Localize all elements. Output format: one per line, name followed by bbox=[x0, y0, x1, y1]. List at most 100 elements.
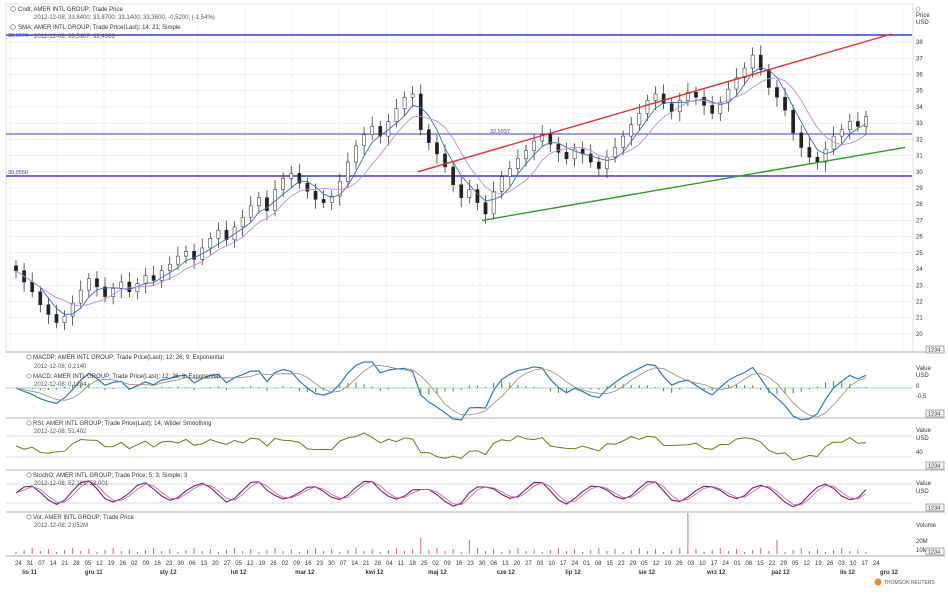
candle bbox=[46, 297, 51, 325]
legend-toggle-icon[interactable] bbox=[10, 6, 16, 12]
panel-button[interactable]: 1234 bbox=[925, 461, 945, 470]
date-tick: 16 bbox=[456, 561, 463, 567]
date-tick: 12 bbox=[96, 561, 103, 567]
panel-button[interactable]: 1234 bbox=[925, 503, 945, 512]
candle-body bbox=[402, 96, 407, 109]
candle-body bbox=[184, 250, 188, 257]
candle-body bbox=[864, 116, 868, 127]
rsi-axis-unit: USD bbox=[916, 436, 929, 442]
candle-body bbox=[418, 93, 423, 130]
date-tick: 13 bbox=[502, 561, 509, 567]
date-tick: 12 bbox=[803, 561, 810, 567]
moving-average-line bbox=[15, 67, 867, 315]
candle-body bbox=[645, 100, 650, 114]
hline-label-mid: 32,5937 bbox=[490, 129, 510, 135]
panel-button[interactable]: 1234 bbox=[925, 547, 945, 556]
month-label: maj 12 bbox=[428, 570, 447, 576]
candle-body bbox=[637, 113, 642, 126]
price-axis-unit: USD bbox=[916, 20, 929, 26]
candle-body bbox=[176, 255, 180, 265]
date-tick: 27 bbox=[224, 561, 231, 567]
candle-body bbox=[807, 147, 812, 158]
volume-tick: 20M bbox=[916, 539, 928, 545]
date-tick: 09 bbox=[293, 561, 300, 567]
date-tick: 07 bbox=[38, 561, 45, 567]
month-label: kwi 12 bbox=[365, 570, 384, 576]
axis-settings-icon[interactable] bbox=[915, 6, 921, 12]
month-label: mar 12 bbox=[295, 570, 315, 576]
candle-body bbox=[572, 148, 577, 160]
candle bbox=[111, 282, 115, 305]
legend-toggle-icon[interactable] bbox=[26, 354, 32, 360]
candle-body bbox=[14, 265, 18, 271]
price-legend-values: 2012-12-08; 33,8400; 33,8700; 33,1400; 3… bbox=[34, 15, 215, 21]
candle-body bbox=[758, 54, 763, 70]
candle bbox=[839, 123, 844, 144]
price-grid bbox=[6, 6, 912, 350]
candle-body bbox=[46, 304, 51, 315]
date-tick: 25 bbox=[421, 561, 428, 567]
candle-body bbox=[257, 197, 261, 207]
candle-body bbox=[516, 158, 520, 169]
candle-body bbox=[354, 145, 358, 163]
legend-toggle-icon[interactable] bbox=[26, 420, 32, 426]
candle bbox=[710, 95, 715, 120]
candle-body bbox=[135, 283, 140, 292]
legend-toggle-icon[interactable] bbox=[10, 24, 16, 30]
candle bbox=[661, 84, 666, 110]
date-tick: 31 bbox=[27, 561, 34, 567]
candle-body bbox=[111, 288, 115, 297]
candle bbox=[621, 130, 625, 156]
candle-body bbox=[839, 129, 844, 137]
candle-body bbox=[289, 173, 294, 179]
panel-button-label: 1234 bbox=[928, 464, 940, 470]
candle bbox=[362, 126, 366, 156]
candle-body bbox=[734, 77, 739, 90]
candle bbox=[394, 99, 399, 128]
candle bbox=[257, 192, 261, 214]
date-tick: 24 bbox=[722, 561, 729, 567]
price-tick: 30 bbox=[916, 170, 923, 176]
macd-axis-title: Value bbox=[916, 366, 932, 372]
date-tick: 26 bbox=[119, 561, 126, 567]
candle-body bbox=[265, 197, 269, 211]
candle bbox=[694, 86, 698, 105]
date-tick: 17 bbox=[711, 561, 718, 567]
date-tick: 30 bbox=[177, 561, 184, 567]
trendlines bbox=[417, 33, 906, 222]
date-tick: 08 bbox=[595, 561, 602, 567]
legend-toggle-icon[interactable] bbox=[26, 472, 32, 478]
candle bbox=[556, 136, 561, 162]
date-tick: 23 bbox=[316, 561, 323, 567]
price-tick: 25 bbox=[916, 251, 923, 257]
candle-body bbox=[103, 286, 107, 297]
candle bbox=[289, 165, 294, 188]
candle bbox=[38, 286, 43, 313]
support-trendline bbox=[482, 146, 906, 222]
candle bbox=[176, 246, 180, 270]
month-label: lis 11 bbox=[22, 570, 37, 576]
macd-legend: MACDP; AMER INTL GROUP; Trade Price(Last… bbox=[26, 354, 224, 388]
date-tick: 03 bbox=[537, 561, 544, 567]
date-tick: 28 bbox=[73, 561, 80, 567]
price-tick: 23 bbox=[916, 283, 923, 289]
date-tick: 11 bbox=[398, 561, 405, 567]
legend-toggle-icon[interactable] bbox=[26, 373, 32, 379]
candle-body bbox=[62, 315, 67, 323]
candle-body bbox=[661, 93, 666, 104]
candle-body bbox=[30, 281, 35, 292]
candle bbox=[87, 273, 91, 298]
panel-button[interactable]: 1234 bbox=[925, 345, 945, 354]
candle bbox=[313, 183, 318, 209]
candle bbox=[742, 62, 747, 86]
candle-body bbox=[775, 87, 779, 98]
volume-panel bbox=[15, 513, 867, 554]
rsi-tick: 40 bbox=[916, 450, 923, 456]
candle-body bbox=[127, 281, 132, 292]
candle-body bbox=[499, 176, 504, 192]
candle-body bbox=[507, 168, 512, 177]
date-tick: 19 bbox=[815, 561, 822, 567]
panel-button[interactable]: 1234 bbox=[925, 409, 945, 418]
legend-toggle-icon[interactable] bbox=[26, 514, 32, 520]
date-tick: 22 bbox=[769, 561, 776, 567]
